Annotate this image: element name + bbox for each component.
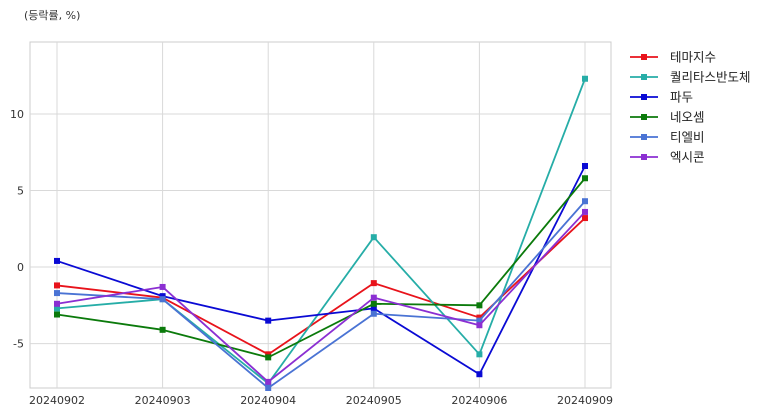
data-point xyxy=(476,322,483,329)
series-group xyxy=(54,175,588,361)
data-point xyxy=(582,198,588,205)
data-point xyxy=(370,310,377,317)
data-point xyxy=(476,351,483,358)
plot-area xyxy=(29,41,612,389)
legend-label: 엑시콘 xyxy=(670,150,705,165)
data-point xyxy=(265,354,272,361)
legend-label: 티엘비 xyxy=(670,130,705,145)
y-tick-label: 5 xyxy=(17,185,24,198)
data-point xyxy=(582,175,588,182)
series-line xyxy=(56,177,586,359)
legend-swatch-marker xyxy=(641,54,647,60)
x-tick-label: 20240905 xyxy=(346,394,402,407)
data-point xyxy=(265,378,272,385)
legend-label: 테마지수 xyxy=(670,50,716,65)
legend-item: 퀄리타스반도체 xyxy=(630,70,751,85)
data-point xyxy=(582,163,588,170)
data-point xyxy=(370,300,377,307)
data-point xyxy=(54,290,60,297)
y-tick-label: -5 xyxy=(13,338,24,351)
data-point xyxy=(265,385,272,391)
legend-item: 네오셈 xyxy=(630,110,705,125)
x-axis-ticks: 20240902 20240903 20240904 20240905 20240906… xyxy=(29,394,613,407)
data-point xyxy=(582,208,588,215)
legend-swatch-marker xyxy=(641,74,647,80)
x-tick-label: 20240906 xyxy=(451,394,507,407)
data-point xyxy=(159,296,166,303)
data-point xyxy=(159,293,166,300)
y-unit-label: (등락률, %) xyxy=(24,9,80,22)
data-point xyxy=(370,294,377,301)
data-point xyxy=(265,317,272,324)
legend-swatch-marker xyxy=(641,94,647,100)
data-point xyxy=(582,215,588,222)
series-line xyxy=(56,78,586,385)
y-tick-label: 10 xyxy=(10,108,24,121)
y-tick-label: 0 xyxy=(17,261,24,274)
data-point xyxy=(582,75,588,82)
data-point xyxy=(54,282,60,289)
data-point xyxy=(370,305,377,312)
data-point xyxy=(476,314,483,321)
grid-lines xyxy=(30,42,611,388)
legend-swatch-marker xyxy=(641,114,647,120)
series-group xyxy=(54,198,588,391)
legend-label: 네오셈 xyxy=(670,110,705,125)
data-point xyxy=(159,283,166,290)
legend-label: 파두 xyxy=(670,90,693,105)
x-tick-label: 20240909 xyxy=(557,394,613,407)
series-line xyxy=(56,211,586,383)
series-lines xyxy=(54,75,588,391)
legend-swatch-marker xyxy=(641,134,647,140)
data-point xyxy=(265,351,272,358)
series-line xyxy=(56,200,586,389)
data-point xyxy=(476,371,483,378)
data-point xyxy=(54,300,60,307)
data-point xyxy=(54,311,60,318)
series-group xyxy=(54,208,588,385)
y-axis-ticks: 10 5 0 -5 xyxy=(10,108,24,351)
legend-swatch-marker xyxy=(641,154,647,160)
legend-label: 퀄리타스반도체 xyxy=(670,70,751,85)
x-tick-label: 20240904 xyxy=(240,394,296,407)
data-point xyxy=(370,234,377,241)
data-point xyxy=(476,317,483,324)
legend-item: 엑시콘 xyxy=(630,150,705,165)
legend-item: 테마지수 xyxy=(630,50,716,65)
data-point xyxy=(54,305,60,312)
x-tick-label: 20240902 xyxy=(29,394,85,407)
legend-item: 티엘비 xyxy=(630,130,705,145)
data-point xyxy=(476,302,483,309)
x-tick-label: 20240903 xyxy=(135,394,191,407)
data-point xyxy=(54,257,60,264)
data-point xyxy=(370,280,377,287)
data-point xyxy=(159,326,166,333)
legend-item: 파두 xyxy=(630,90,693,105)
